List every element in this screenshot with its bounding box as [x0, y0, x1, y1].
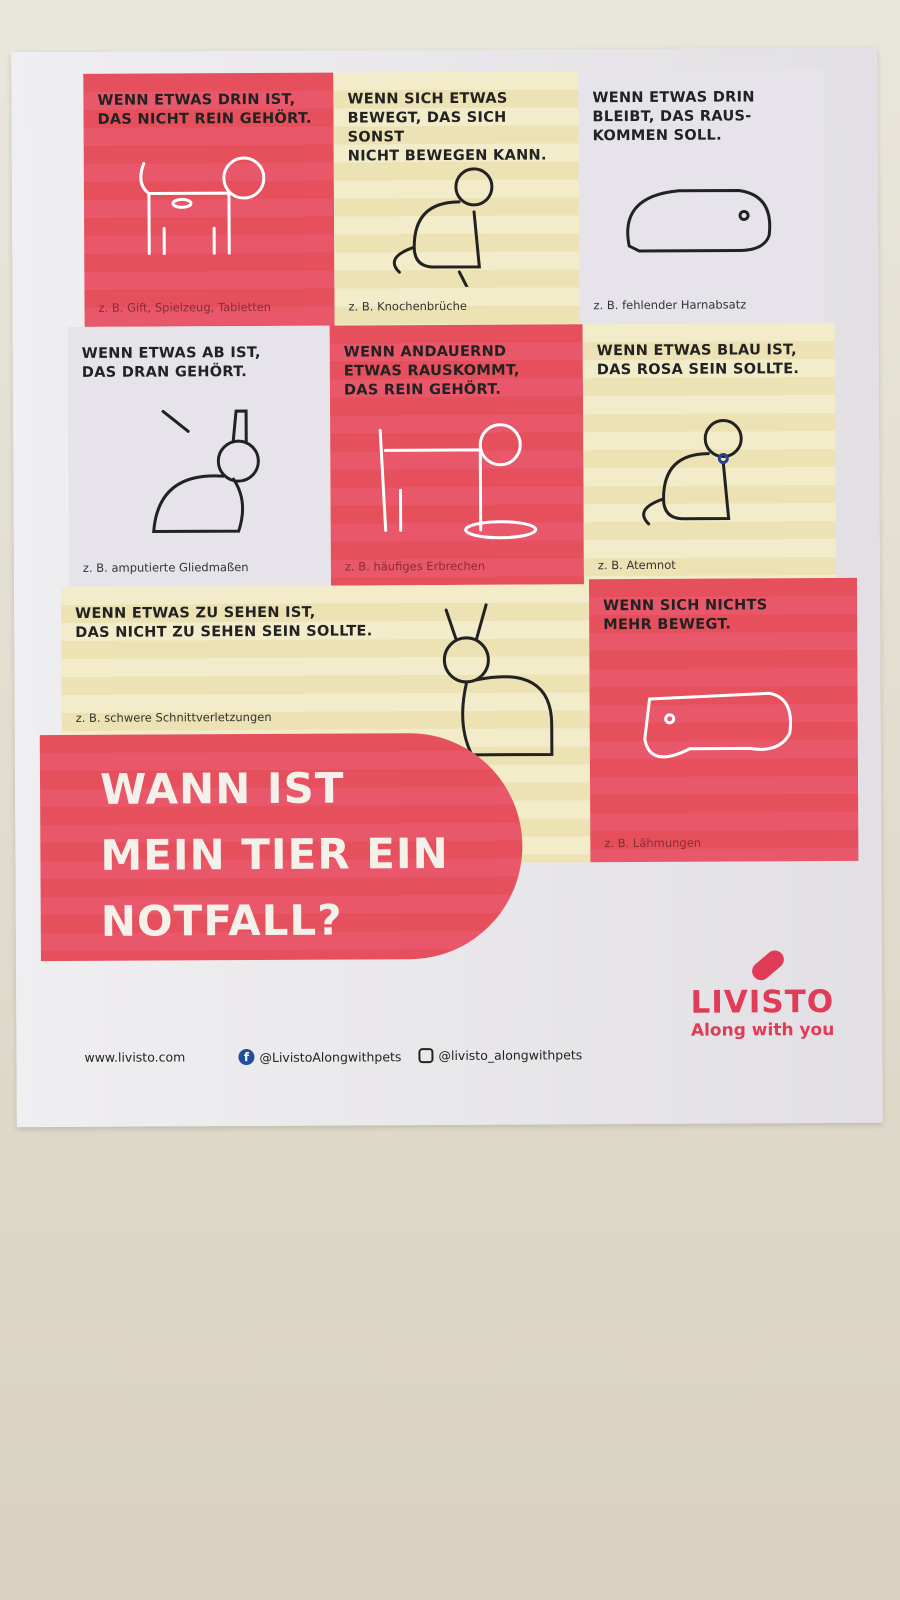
card-example: z. B. fehlender Harnabsatz [593, 297, 747, 313]
card-heading: WENN ETWAS AB IST, DAS DRAN GEHÖRT. [81, 344, 261, 381]
card-heading: WENN SICH NICHTS MEHR BEWEGT. [603, 597, 768, 634]
facebook-icon: f [238, 1049, 255, 1066]
card-blue: WENN ETWAS BLAU IST, DAS ROSA SEIN SOLLT… [582, 322, 836, 585]
card-heading: WENN ETWAS BLAU IST, DAS ROSA SEIN SOLLT… [596, 342, 800, 379]
card-example: z. B. schwere Schnittverletzungen [75, 709, 272, 725]
facebook-handle[interactable]: f @LivistoAlongwithpets [238, 1048, 402, 1066]
card-heading: WENN ETWAS DRIN BLEIBT, DAS RAUS- KOMMEN… [592, 89, 755, 145]
guinea-pig-lying-icon [643, 691, 793, 759]
instagram-text: @livisto_alongwithpets [438, 1047, 583, 1064]
instagram-handle[interactable]: @livisto_alongwithpets [418, 1047, 583, 1064]
instagram-icon [418, 1048, 434, 1064]
cat-broken-tail-icon [392, 167, 494, 288]
card-heading: WENN SICH ETWAS BEWEGT, DAS SICH SONST N… [347, 90, 547, 165]
poster: WENN ETWAS DRIN IST, DAS NICHT REIN GEHÖ… [11, 47, 883, 1128]
guinea-pig-icon [626, 188, 772, 253]
card-example: z. B. Lähmungen [604, 835, 702, 851]
card-example: z. B. Knochenbrüche [348, 298, 467, 314]
card-heading: WENN ETWAS DRIN IST, DAS NICHT REIN GEHÖ… [97, 91, 312, 128]
brand-name: LIVISTO [690, 983, 835, 1021]
card-amputated: WENN ETWAS AB IST, DAS DRAN GEHÖRT. z. B… [67, 325, 331, 587]
card-retention: WENN ETWAS DRIN BLEIBT, DAS RAUS- KOMMEN… [578, 70, 825, 325]
card-moving: WENN SICH ETWAS BEWEGT, DAS SICH SONST N… [333, 71, 580, 326]
card-swallowed: WENN ETWAS DRIN IST, DAS NICHT REIN GEHÖ… [83, 72, 335, 327]
website-link[interactable]: www.livisto.com [84, 1049, 186, 1065]
card-heading: WENN ANDAUERND ETWAS RAUSKOMMT, DAS REIN… [343, 343, 520, 399]
brand-tagline: Along with you [690, 1019, 835, 1041]
card-example: z. B. häufiges Erbrechen [344, 558, 486, 574]
brand-logo: LIVISTO Along with you [690, 946, 835, 1041]
card-example: z. B. Gift, Spielzeug, Tabletten [98, 299, 272, 315]
cat-blue-tongue-icon [642, 419, 743, 526]
card-visible: WENN ETWAS ZU SEHEN IST, DAS NICHT ZU SE… [60, 584, 593, 866]
rabbit-amputated-ear-icon [152, 409, 260, 534]
dog-vomiting-icon [378, 423, 538, 540]
card-example: z. B. Atemnot [597, 557, 676, 573]
facebook-text: @LivistoAlongwithpets [259, 1048, 402, 1065]
rabbit-wound-icon [442, 603, 554, 757]
card-example: z. B. amputierte Gliedmaßen [82, 560, 249, 575]
card-paralysis: WENN SICH NICHTS MEHR BEWEGT. z. B. Lähm… [588, 577, 859, 863]
pill-logo-icon [748, 946, 788, 984]
poster-title: WANN IST MEIN TIER EIN NOTFALL? [39, 732, 523, 962]
dog-swallowed-pills-icon [139, 156, 266, 256]
card-vomiting: WENN ANDAUERND ETWAS RAUSKOMMT, DAS REIN… [329, 324, 584, 586]
